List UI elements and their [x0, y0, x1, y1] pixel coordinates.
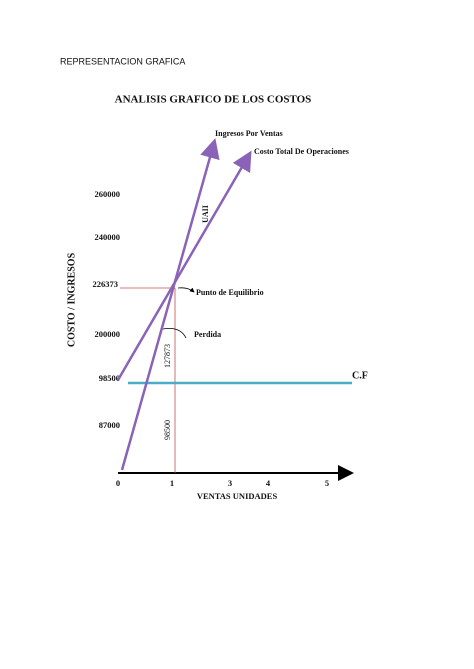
x-label: 4: [266, 478, 271, 488]
total-cost-label: Costo Total De Operaciones: [254, 147, 349, 156]
y-label: 240000: [95, 232, 121, 242]
break-even-label: Punto de Equilibrio: [196, 288, 264, 297]
y-label: 98500: [99, 373, 120, 383]
y-axis-title: COSTO / INGRESOS: [66, 252, 77, 347]
revenue-line: [120, 138, 220, 471]
y-label: 226373: [93, 279, 119, 289]
segment-lower-label: 98500: [163, 420, 172, 440]
x-axis-title: VENTAS UNIDADES: [197, 491, 278, 501]
header-title: REPRESENTACION GRAFICA: [60, 56, 185, 66]
x-label: 1: [170, 478, 174, 488]
revenue-label: Ingresos Por Ventas: [215, 129, 283, 138]
y-label: 200000: [95, 329, 121, 339]
figure-title: ANALISIS GRAFICO DE LOS COSTOS: [115, 94, 312, 106]
y-label: 260000: [95, 189, 121, 199]
loss-arrow: [162, 328, 187, 339]
fixed-cost-label: C.F: [352, 370, 368, 381]
loss-label: Perdida: [194, 330, 221, 339]
segment-upper-label: 127873: [163, 344, 172, 368]
ebit-label: UAII: [201, 205, 210, 223]
y-label: 87000: [99, 420, 120, 430]
total-cost-line: [116, 150, 252, 381]
x-label: 0: [116, 478, 120, 488]
break-even-arrow: [177, 287, 195, 293]
x-label: 5: [325, 478, 329, 488]
x-label: 3: [228, 478, 232, 488]
